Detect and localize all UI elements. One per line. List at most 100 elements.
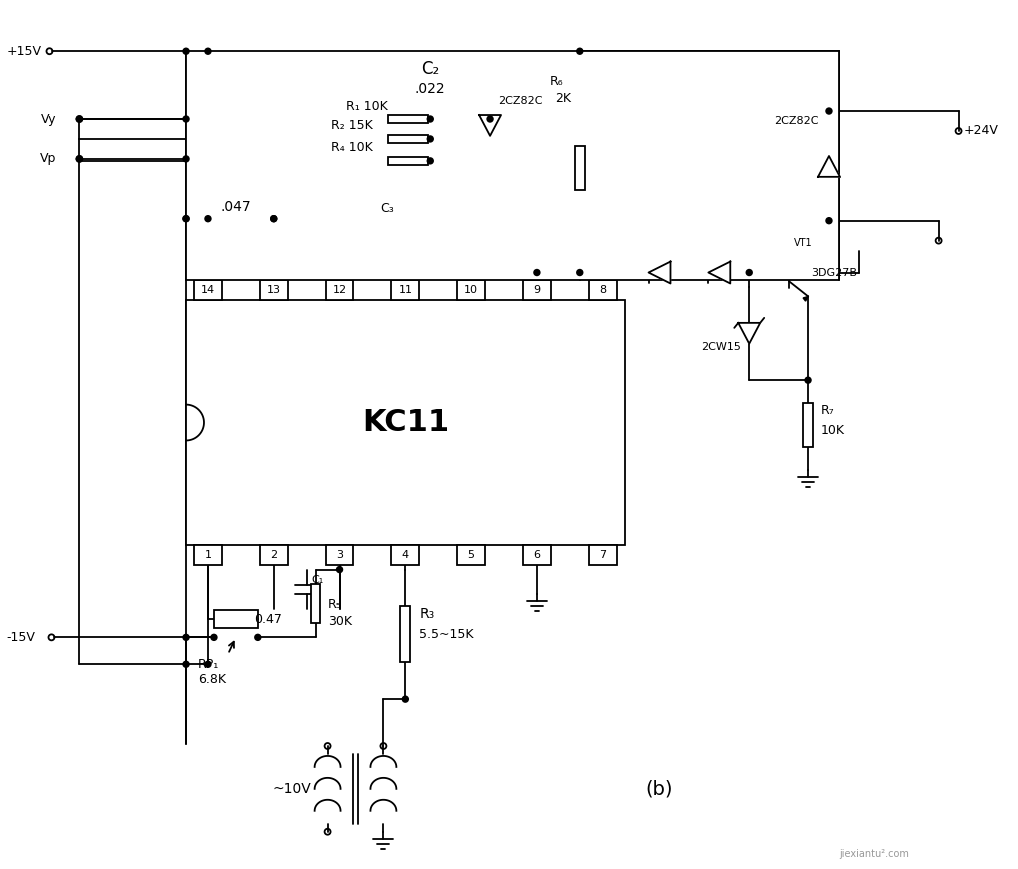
Text: .022: .022 [415,82,446,96]
Bar [803,403,813,447]
Text: 2CZ82C: 2CZ82C [774,116,818,126]
Circle shape [183,156,188,162]
Text: 8: 8 [600,285,607,295]
Bar [326,281,353,301]
Circle shape [577,269,582,275]
Bar [194,545,222,565]
Bar [588,545,617,565]
Polygon shape [709,262,730,283]
Bar [186,51,839,281]
Text: (b): (b) [645,779,673,799]
Circle shape [271,216,277,222]
Circle shape [183,49,188,54]
Bar [326,545,353,565]
Text: C₂: C₂ [421,60,440,78]
Circle shape [256,634,261,640]
Text: R₆: R₆ [550,75,564,88]
Bar [388,115,428,123]
Text: R₅: R₅ [328,598,341,611]
Text: 2: 2 [270,549,277,560]
Bar [260,281,288,301]
Polygon shape [818,156,840,176]
Circle shape [183,661,188,667]
Bar [194,281,222,301]
Text: C₁: C₁ [312,574,324,585]
Circle shape [271,216,277,222]
Bar [391,545,419,565]
Text: 2CW15: 2CW15 [701,342,741,352]
Text: 14: 14 [201,285,215,295]
Text: RP₁: RP₁ [197,658,219,671]
Text: 13: 13 [267,285,281,295]
Text: 0.47: 0.47 [253,613,282,626]
Text: R₂ 15K: R₂ 15K [331,120,373,132]
Bar [388,135,428,143]
Circle shape [488,116,493,122]
Text: .047: .047 [221,200,251,214]
Text: 6.8K: 6.8K [197,673,226,686]
Circle shape [428,136,433,142]
Bar [312,583,320,623]
Polygon shape [803,296,808,301]
Polygon shape [648,262,671,283]
Circle shape [206,216,211,222]
Circle shape [827,109,832,114]
Circle shape [428,158,433,163]
Bar [260,545,288,565]
Circle shape [577,49,582,54]
Text: 3: 3 [336,549,343,560]
Text: Vp: Vp [40,152,56,165]
Text: C₃: C₃ [381,202,394,216]
Circle shape [805,377,810,383]
Text: Vy: Vy [41,112,56,125]
Text: 7: 7 [600,549,607,560]
Text: 1: 1 [205,549,212,560]
Text: 30K: 30K [328,615,351,628]
Text: VT1: VT1 [794,237,812,248]
Circle shape [428,116,433,122]
Circle shape [183,116,188,122]
Circle shape [76,116,82,122]
Text: R₁ 10K: R₁ 10K [345,100,387,113]
Circle shape [746,269,752,275]
Text: R₄ 10K: R₄ 10K [331,142,373,155]
Bar [523,545,551,565]
Text: 4: 4 [402,549,409,560]
Text: KC11: KC11 [361,408,449,437]
Text: R₃: R₃ [419,607,435,621]
Bar [186,301,625,545]
Text: 10: 10 [464,285,478,295]
Text: R₇: R₇ [821,403,835,416]
Circle shape [534,269,540,275]
Text: 2K: 2K [555,91,571,104]
Polygon shape [479,115,501,136]
Text: 9: 9 [533,285,541,295]
Bar [400,607,410,662]
Bar [457,281,485,301]
Circle shape [183,216,188,222]
Text: 2CZ82C: 2CZ82C [498,96,543,106]
Text: 12: 12 [333,285,346,295]
Bar [457,545,485,565]
Bar [391,281,419,301]
Text: 6: 6 [533,549,541,560]
Circle shape [402,696,408,702]
Text: ~10V: ~10V [273,782,312,796]
Text: 3DG27B: 3DG27B [811,268,857,277]
Circle shape [211,634,217,640]
Bar [588,281,617,301]
Text: -15V: -15V [6,631,36,644]
Circle shape [337,567,342,573]
Text: jiexiantu².com: jiexiantu².com [839,849,909,859]
Circle shape [76,156,82,162]
Text: +15V: +15V [6,44,42,57]
Text: 5.5~15K: 5.5~15K [419,628,473,640]
Bar [575,146,584,190]
Bar [214,610,258,628]
Bar [388,157,428,165]
Text: +24V: +24V [964,124,999,137]
Bar [523,281,551,301]
Text: 5: 5 [467,549,474,560]
Text: 11: 11 [398,285,412,295]
Circle shape [183,216,188,222]
